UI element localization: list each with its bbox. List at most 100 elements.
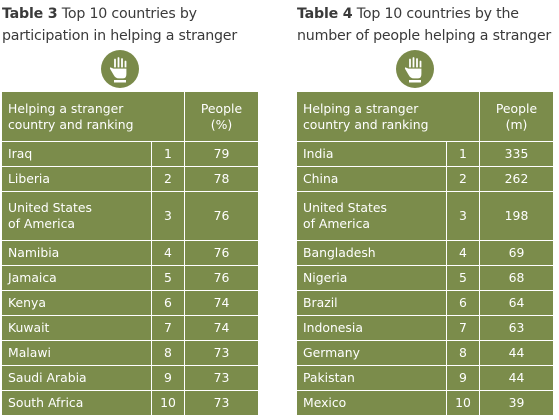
table-row: Nigeria 5 68 (297, 265, 553, 291)
country-cell: Germany (297, 340, 447, 366)
table-header-row: Helping a stranger country and ranking Pe… (2, 92, 258, 142)
rank-cell: 9 (151, 365, 185, 391)
table-3-title-line1: Table 3 Top 10 countries by (2, 3, 258, 25)
table-3-label: Table 3 (2, 6, 58, 22)
table-header-row: Helping a stranger country and ranking Pe… (297, 92, 553, 142)
rank-cell: 6 (151, 290, 185, 316)
table-3-title-text: Top 10 countries by (61, 6, 197, 22)
hand-icon (101, 50, 139, 88)
country-cell: Nigeria (297, 265, 447, 291)
rank-cell: 5 (151, 265, 185, 291)
country-cell: Saudi Arabia (2, 365, 152, 391)
value-cell: 262 (479, 166, 553, 192)
header-country-ranking: Helping a stranger country and ranking (2, 92, 185, 142)
table-4-icon-row (297, 47, 553, 92)
country-cell: Namibia (2, 240, 152, 266)
country-cell: Bangladesh (297, 240, 447, 266)
country-cell: United States of America (2, 191, 152, 241)
value-cell: 69 (479, 240, 553, 266)
value-cell: 44 (479, 365, 553, 391)
table-row: Malawi 8 73 (2, 340, 258, 366)
table-4-title: Table 4 Top 10 countries by the number o… (297, 3, 553, 47)
country-cell: Jamaica (2, 265, 152, 291)
country-cell: Iraq (2, 141, 152, 167)
value-cell: 64 (479, 290, 553, 316)
rank-cell: 2 (151, 166, 185, 192)
rank-cell: 4 (151, 240, 185, 266)
country-cell: Malawi (2, 340, 152, 366)
hand-icon (396, 50, 434, 88)
rank-cell: 8 (446, 340, 480, 366)
country-cell: India (297, 141, 447, 167)
table-row: Jamaica 5 76 (2, 265, 258, 291)
header-people-percent: People (%) (184, 92, 258, 142)
value-cell: 76 (184, 240, 258, 266)
country-cell: Mexico (303, 395, 347, 410)
table-row: Saudi Arabia 9 73 (2, 365, 258, 391)
country-cell: China (297, 166, 447, 192)
table-row: Mexico 10 39 (297, 390, 553, 415)
value-cell: 79 (184, 141, 258, 167)
rank-cell: 10 (151, 390, 185, 415)
rank-cell: 3 (151, 191, 185, 241)
value-cell: 68 (479, 265, 553, 291)
table-3-title-line2: participation in helping a stranger (2, 28, 237, 44)
value-cell: 78 (184, 166, 258, 192)
table-4: Helping a stranger country and ranking Pe… (297, 92, 553, 415)
table-row: India 1 335 (297, 141, 553, 167)
value-cell: 63 (479, 315, 553, 341)
country-cell: Indonesia (297, 315, 447, 341)
rank-cell: 3 (446, 191, 480, 241)
rank-cell: 7 (151, 315, 185, 341)
country-cell: Brazil (297, 290, 447, 316)
table-3-icon-row (2, 47, 258, 92)
value-cell: 39 (479, 390, 553, 415)
rank-cell: 6 (446, 290, 480, 316)
header-people-millions: People (m) (479, 92, 553, 142)
table-row: Iraq 1 79 (2, 141, 258, 167)
rank-cell: 10 (446, 390, 480, 415)
value-cell: 73 (184, 340, 258, 366)
rank-cell: 1 (151, 141, 185, 167)
table-row: Kenya 6 74 (2, 290, 258, 316)
table-4-label: Table 4 (297, 6, 353, 22)
table-4-title-line1: Table 4 Top 10 countries by the (297, 3, 553, 25)
table-row: Indonesia 7 63 (297, 315, 553, 341)
value-cell: 74 (184, 315, 258, 341)
table-4-panel: Table 4 Top 10 countries by the number o… (297, 0, 553, 415)
rank-cell: 2 (446, 166, 480, 192)
country-cell: Pakistan (297, 365, 447, 391)
rank-cell: 5 (446, 265, 480, 291)
rank-cell: 7 (446, 315, 480, 341)
country-cell: Kenya (2, 290, 152, 316)
table-row: Kuwait 7 74 (2, 315, 258, 341)
table-row: Brazil 6 64 (297, 290, 553, 316)
rank-cell: 1 (446, 141, 480, 167)
table-row: China 2 262 (297, 166, 553, 192)
table-row: South Africa 10 73 (2, 390, 258, 415)
value-cell: 335 (479, 141, 553, 167)
value-cell: 198 (479, 191, 553, 241)
country-cell: Liberia (2, 166, 152, 192)
table-row: United States of America 3 198 (297, 191, 553, 241)
table-row: Germany 8 44 (297, 340, 553, 366)
table-3-title: Table 3 Top 10 countries by participatio… (2, 3, 258, 47)
value-cell: 44 (479, 340, 553, 366)
country-cell: South Africa (8, 395, 84, 410)
table-row: United States of America 3 76 (2, 191, 258, 241)
table-3-panel: Table 3 Top 10 countries by participatio… (2, 0, 258, 415)
country-cell: Kuwait (2, 315, 152, 341)
table-4-title-text: Top 10 countries by the (356, 6, 519, 22)
value-cell: 74 (184, 290, 258, 316)
table-row: Namibia 4 76 (2, 240, 258, 266)
rank-cell: 4 (446, 240, 480, 266)
table-row: Pakistan 9 44 (297, 365, 553, 391)
table-row: Bangladesh 4 69 (297, 240, 553, 266)
table-row: Liberia 2 78 (2, 166, 258, 192)
rank-cell: 8 (151, 340, 185, 366)
table-3: Helping a stranger country and ranking Pe… (2, 92, 258, 415)
value-cell: 76 (184, 191, 258, 241)
table-4-title-line2: number of people helping a stranger (297, 28, 552, 44)
value-cell: 76 (184, 265, 258, 291)
value-cell: 73 (184, 365, 258, 391)
